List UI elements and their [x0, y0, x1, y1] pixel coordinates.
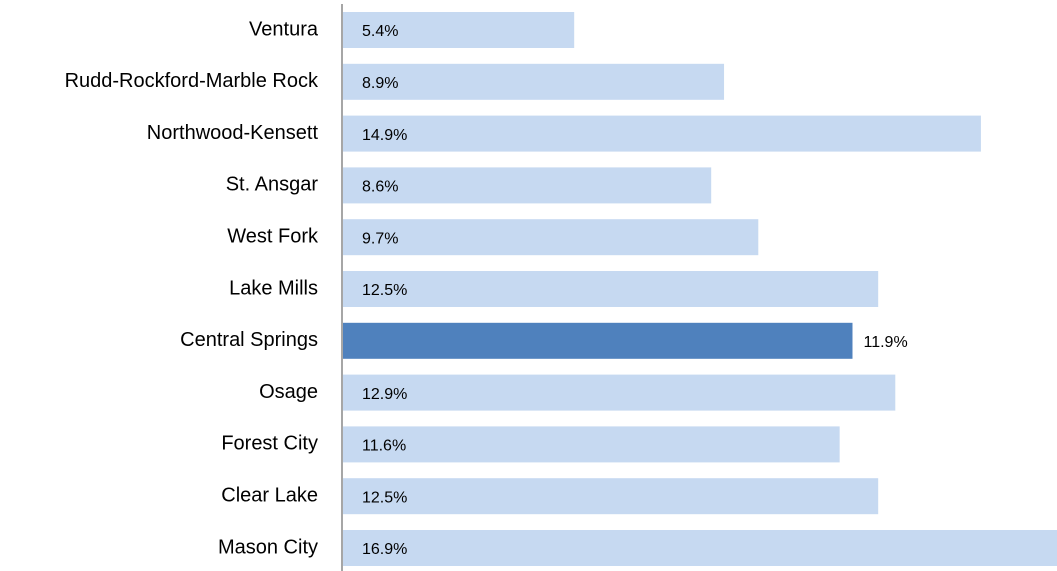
bar [343, 219, 759, 256]
y-tick-label: Ventura [249, 18, 319, 40]
y-tick-label: Mason City [218, 536, 318, 558]
data-label: 12.5% [362, 489, 407, 506]
y-tick-label: West Fork [227, 225, 319, 247]
data-label: 8.9% [362, 75, 398, 92]
y-tick-label: Central Springs [180, 329, 318, 351]
bar [343, 322, 853, 359]
y-tick-label: Osage [259, 381, 318, 403]
data-label: 11.9% [863, 334, 907, 351]
data-label: 8.6% [362, 179, 398, 196]
data-label: 16.9% [362, 541, 407, 558]
bar [343, 271, 879, 307]
bar [343, 426, 840, 463]
y-tick-label: St. Ansgar [226, 174, 319, 196]
data-label: 12.9% [362, 386, 407, 403]
bar [343, 167, 712, 204]
data-label: 9.7% [362, 230, 398, 247]
y-tick-label: Lake Mills [229, 277, 318, 299]
bar [343, 63, 725, 100]
data-label: 5.4% [362, 23, 398, 40]
data-label: 14.9% [362, 127, 407, 144]
y-tick-label: Rudd-Rockford-Marble Rock [65, 70, 319, 92]
y-tick-label: Northwood-Kensett [147, 122, 319, 144]
bar [343, 12, 575, 48]
bar [343, 530, 1057, 566]
y-tick-label: Clear Lake [221, 484, 318, 506]
data-label: 12.5% [362, 282, 407, 299]
bar [343, 374, 896, 411]
data-label: 11.6% [362, 438, 406, 455]
bar [343, 478, 879, 515]
y-tick-label: Forest City [221, 433, 318, 455]
bar [343, 115, 981, 152]
